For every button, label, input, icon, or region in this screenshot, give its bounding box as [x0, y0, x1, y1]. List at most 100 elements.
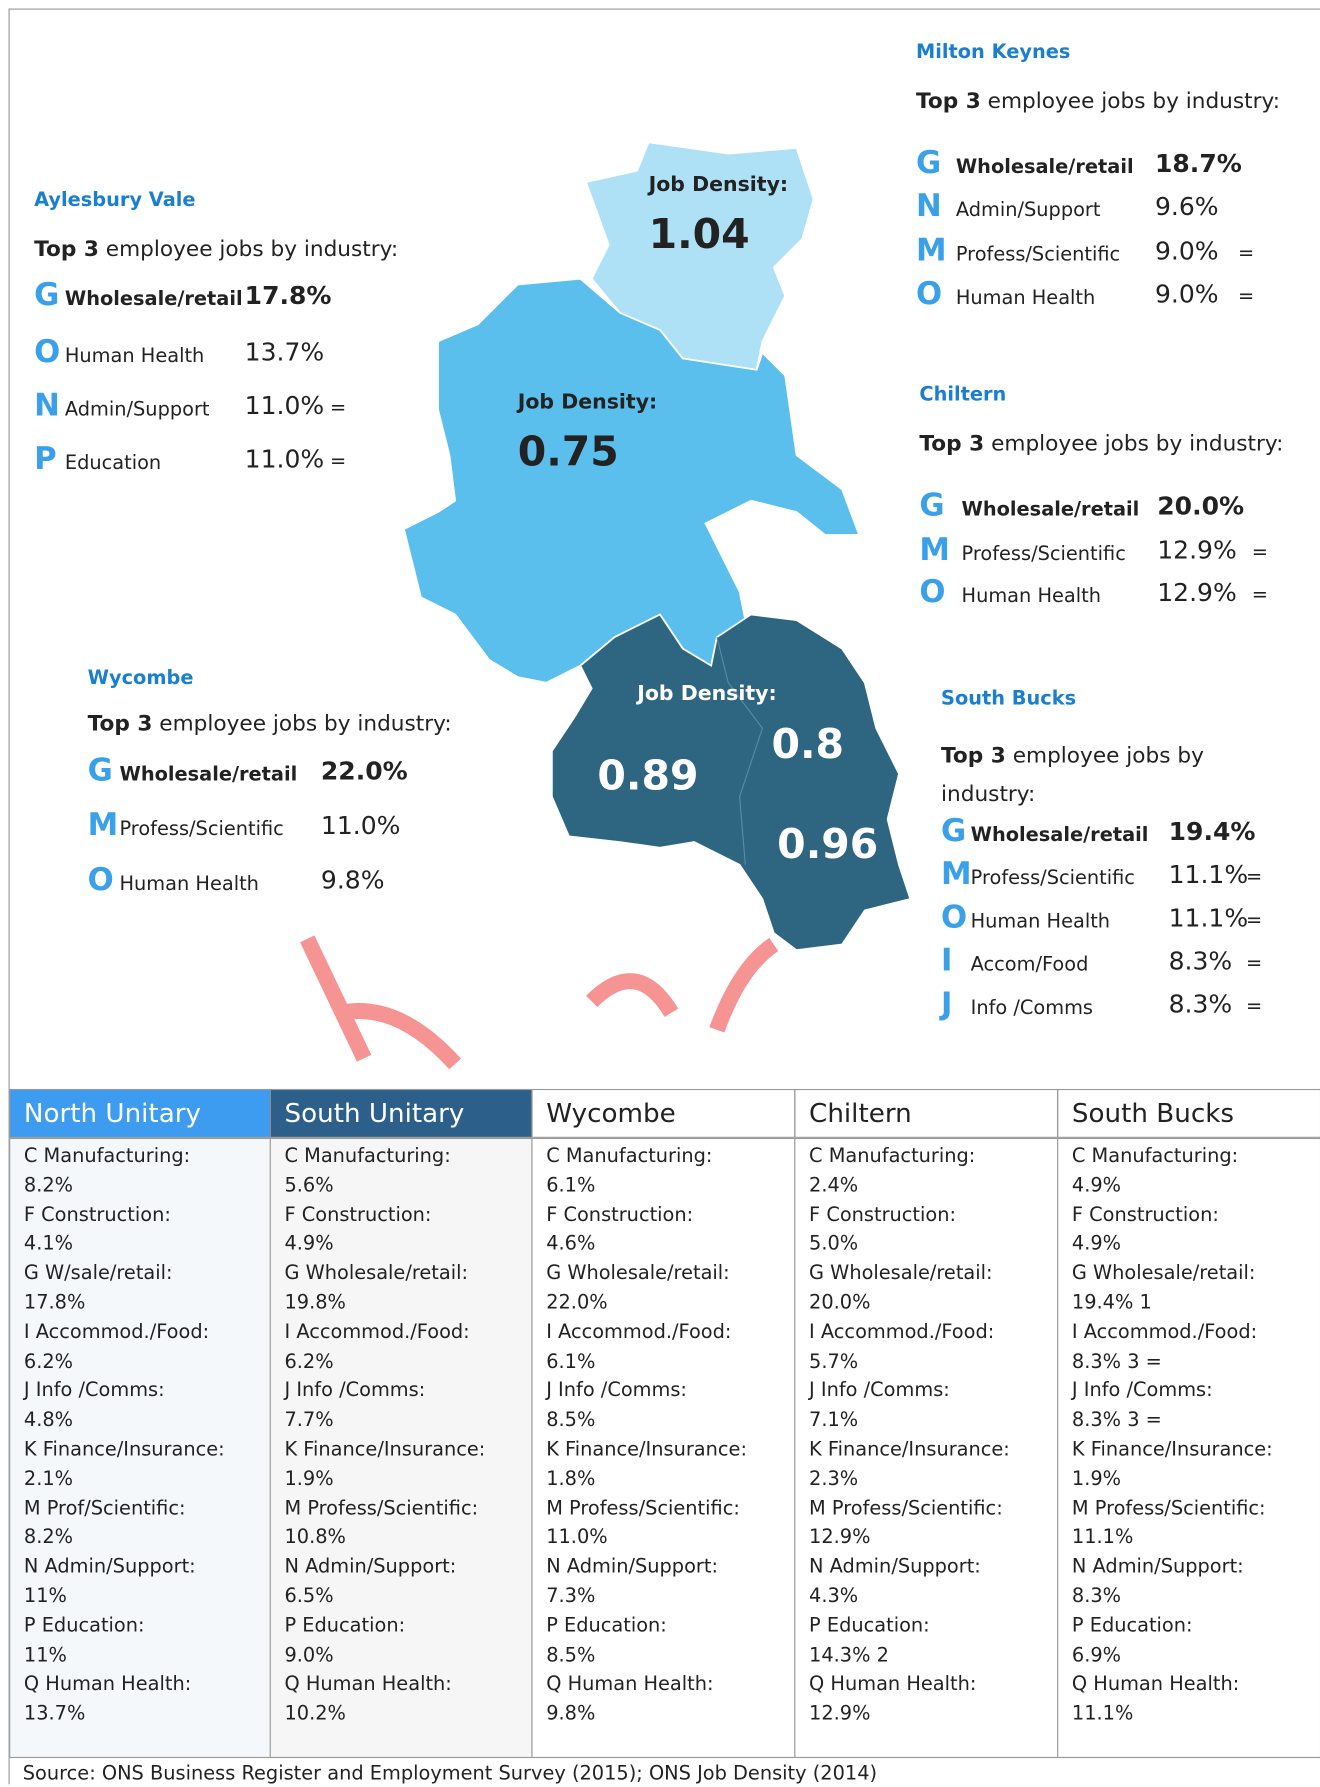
industry-share: 13.7% — [244, 339, 325, 368]
cell-value: 6.2% — [23, 1350, 74, 1373]
industry-share: 8.3% — [1168, 947, 1233, 977]
district-name: South Bucks — [941, 687, 1077, 711]
industry-letter: M — [941, 856, 972, 893]
cell-value: 6.9% — [1071, 1643, 1122, 1667]
source: Source: ONS Business Register and Employ… — [22, 1762, 878, 1786]
tie-mark: = — [1251, 583, 1268, 607]
cell-value: 14.3% 2 — [809, 1643, 889, 1667]
cell-label: K Finance/Insurance: — [1071, 1438, 1273, 1462]
cell-label: I Accommod./Food: — [546, 1320, 732, 1344]
industry-letter: O — [941, 900, 968, 936]
industry-share: 22.0% — [320, 757, 408, 787]
heading: Top 3 employee jobs by industry: — [941, 736, 1260, 813]
industry-letter: O — [87, 862, 114, 898]
south-region — [551, 613, 912, 952]
industry-letter: G — [919, 488, 945, 524]
industry-name: Wholesale/retail — [955, 155, 1134, 179]
cell-value: 8.3% 3 = — [1071, 1408, 1162, 1432]
tie-mark: = — [1246, 952, 1263, 976]
cell-label: N Admin/Support: — [284, 1555, 457, 1579]
heading-text: employee jobs by industry: — [941, 743, 1204, 807]
cell-value: 7.3% — [546, 1585, 596, 1608]
cell-label: Q Human Health: — [284, 1673, 452, 1696]
cell-label: P Education: — [284, 1614, 406, 1638]
job-density: 0.75 — [517, 428, 619, 476]
column-cell: C Manufacturing: 6.1% F Construction: 4.6% G… — [531, 1137, 796, 1759]
column-header: South Bucks — [1057, 1088, 1320, 1138]
industry-share: 9.6% — [1154, 193, 1219, 222]
industry-name: Profess/Scientific — [970, 867, 1135, 890]
heading: Top 3 employee jobs by industry: — [34, 237, 398, 262]
cell-value: 11% — [23, 1643, 67, 1667]
industry-name: Profess/Scientific — [119, 818, 284, 841]
cell-value: 5.0% — [809, 1232, 859, 1256]
industry-share: 8.3% — [1168, 991, 1233, 1020]
cell-value: 4.6% — [546, 1232, 596, 1256]
cell-value: 1.9% — [284, 1467, 334, 1491]
industry-letter: G — [916, 145, 942, 181]
cell-label: C Manufacturing: — [284, 1144, 451, 1168]
industry-letter: O — [916, 276, 943, 312]
cell-label: N Admin/Support: — [1071, 1555, 1244, 1579]
industry-letter: M — [916, 233, 947, 269]
heading: Top 3 employee jobs by industry: — [916, 89, 1280, 114]
industry-share: 19.4% — [1168, 818, 1256, 847]
cell-value: 19.8% — [284, 1291, 346, 1315]
cell-label: F Construction: — [546, 1203, 694, 1227]
tie-mark: = — [1246, 865, 1263, 889]
industry-name: Human Health — [970, 910, 1111, 934]
cell-value: 8.3% 3 = — [1071, 1350, 1162, 1373]
industry-name: Education — [64, 451, 162, 475]
industry-letter: J — [941, 986, 953, 1022]
cell-label: J Info /Comms: — [1071, 1379, 1213, 1403]
cell-label: F Construction: — [284, 1203, 432, 1227]
tie-mark: = — [1251, 541, 1268, 565]
cell-value: 6.5% — [284, 1585, 334, 1608]
cell-label: Q Human Health: — [23, 1673, 192, 1696]
cell-label: C Manufacturing: — [809, 1144, 976, 1168]
cell-label: I Accommod./Food: — [809, 1320, 995, 1344]
cell-label: Q Human Health: — [809, 1673, 977, 1696]
district-name: Wycombe — [87, 666, 194, 690]
industry-share: 11.0% — [244, 392, 325, 422]
cell-label: F Construction: — [809, 1203, 957, 1227]
heading-text: employee jobs by industry: — [984, 431, 1284, 457]
cell-value: 10.8% — [284, 1526, 346, 1550]
column-header: Wycombe — [531, 1088, 796, 1138]
cell-value: 1.8% — [546, 1467, 596, 1491]
tie-mark: = — [329, 397, 347, 420]
industry-letter: M — [919, 532, 951, 568]
cell-label: I Accommod./Food: — [284, 1320, 470, 1344]
cell-label: K Finance/Insurance: — [284, 1438, 486, 1462]
column-cell: C Manufacturing: 8.2% F Construction: 4.1% G… — [9, 1137, 271, 1759]
industry-name: Human Health — [64, 344, 205, 368]
cell-label: N Admin/Support: — [23, 1555, 196, 1579]
cell-value: 10.2% — [284, 1702, 346, 1726]
cell-label: M Profess/Scientific: — [809, 1496, 1003, 1520]
cell-value: 8.2% — [23, 1526, 74, 1550]
heading-text: employee jobs by industry: — [980, 88, 1281, 114]
industry-letter: O — [919, 574, 946, 610]
industry-name: Admin/Support — [955, 199, 1101, 222]
cell-label: C Manufacturing: — [546, 1144, 713, 1168]
industry-name: Wholesale/retail — [64, 287, 243, 311]
cell-value: 2.3% — [809, 1467, 859, 1491]
industry-name: Accom/Food — [970, 953, 1089, 977]
map-label: Job Density: — [648, 172, 789, 197]
column-cell: C Manufacturing: 5.6% F Construction: 4.9%… — [269, 1137, 533, 1759]
tie-mark: = — [1246, 909, 1263, 932]
cell-value: 6.1% — [546, 1174, 596, 1197]
map-label: Job Density: — [637, 681, 777, 706]
industry-share: 11.1% — [1168, 904, 1249, 934]
column-cell: C Manufacturing: 4.9% F Construction: 4.9% G… — [1057, 1137, 1320, 1759]
heading: Top 3 employee jobs by industry: — [88, 711, 452, 736]
aylesbury-vale-region — [402, 277, 861, 684]
cell-label: M Profess/Scientific: — [1071, 1496, 1266, 1520]
cell-value: 11.1% — [1071, 1702, 1134, 1726]
cell-label: K Finance/Insurance: — [23, 1438, 225, 1462]
cell-label: G W/sale/retail: — [23, 1262, 173, 1285]
tie-mark: = — [1246, 995, 1263, 1019]
cell-value: 17.8% — [23, 1291, 86, 1315]
cell-value: 5.7% — [809, 1350, 859, 1373]
